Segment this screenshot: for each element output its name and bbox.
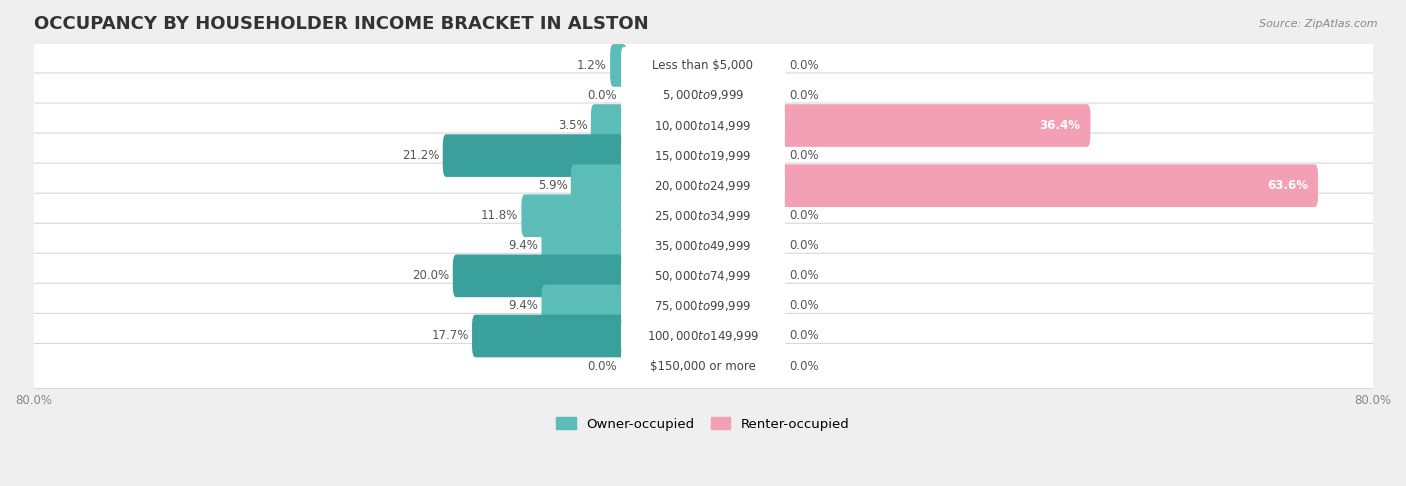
Text: 0.0%: 0.0%	[588, 89, 617, 102]
Text: $50,000 to $74,999: $50,000 to $74,999	[654, 269, 752, 283]
FancyBboxPatch shape	[22, 73, 1384, 118]
FancyBboxPatch shape	[621, 347, 785, 384]
FancyBboxPatch shape	[621, 107, 785, 144]
FancyBboxPatch shape	[22, 253, 1384, 298]
FancyBboxPatch shape	[610, 44, 627, 87]
FancyBboxPatch shape	[22, 163, 1384, 208]
Text: Less than $5,000: Less than $5,000	[652, 59, 754, 72]
FancyBboxPatch shape	[22, 133, 1384, 178]
FancyBboxPatch shape	[472, 314, 627, 357]
FancyBboxPatch shape	[621, 167, 785, 204]
Text: 0.0%: 0.0%	[789, 89, 818, 102]
Text: Source: ZipAtlas.com: Source: ZipAtlas.com	[1260, 19, 1378, 30]
FancyBboxPatch shape	[22, 313, 1384, 359]
FancyBboxPatch shape	[621, 227, 785, 264]
Text: OCCUPANCY BY HOUSEHOLDER INCOME BRACKET IN ALSTON: OCCUPANCY BY HOUSEHOLDER INCOME BRACKET …	[34, 15, 648, 33]
FancyBboxPatch shape	[621, 318, 785, 354]
Text: 0.0%: 0.0%	[789, 330, 818, 343]
Text: 5.9%: 5.9%	[537, 179, 568, 192]
FancyBboxPatch shape	[621, 77, 785, 114]
Legend: Owner-occupied, Renter-occupied: Owner-occupied, Renter-occupied	[550, 411, 856, 437]
FancyBboxPatch shape	[22, 103, 1384, 148]
FancyBboxPatch shape	[621, 197, 785, 234]
FancyBboxPatch shape	[621, 47, 785, 84]
Text: $75,000 to $99,999: $75,000 to $99,999	[654, 299, 752, 313]
Text: $150,000 or more: $150,000 or more	[650, 360, 756, 372]
Text: 0.0%: 0.0%	[588, 360, 617, 372]
Text: 9.4%: 9.4%	[508, 299, 538, 312]
FancyBboxPatch shape	[453, 255, 627, 297]
FancyBboxPatch shape	[779, 104, 1091, 147]
Text: $100,000 to $149,999: $100,000 to $149,999	[647, 329, 759, 343]
Text: 21.2%: 21.2%	[402, 149, 440, 162]
Text: 17.7%: 17.7%	[432, 330, 468, 343]
FancyBboxPatch shape	[22, 223, 1384, 268]
Text: 63.6%: 63.6%	[1267, 179, 1308, 192]
Text: $20,000 to $24,999: $20,000 to $24,999	[654, 179, 752, 192]
Text: 0.0%: 0.0%	[789, 149, 818, 162]
Text: 0.0%: 0.0%	[789, 360, 818, 372]
FancyBboxPatch shape	[621, 288, 785, 324]
Text: $25,000 to $34,999: $25,000 to $34,999	[654, 208, 752, 223]
FancyBboxPatch shape	[541, 225, 627, 267]
Text: $35,000 to $49,999: $35,000 to $49,999	[654, 239, 752, 253]
FancyBboxPatch shape	[522, 194, 627, 237]
FancyBboxPatch shape	[591, 104, 627, 147]
FancyBboxPatch shape	[779, 164, 1317, 207]
FancyBboxPatch shape	[443, 134, 627, 177]
Text: 20.0%: 20.0%	[412, 269, 450, 282]
Text: 3.5%: 3.5%	[558, 119, 588, 132]
FancyBboxPatch shape	[621, 137, 785, 174]
Text: $5,000 to $9,999: $5,000 to $9,999	[662, 88, 744, 103]
Text: 36.4%: 36.4%	[1039, 119, 1080, 132]
FancyBboxPatch shape	[22, 283, 1384, 329]
FancyBboxPatch shape	[22, 193, 1384, 238]
FancyBboxPatch shape	[22, 344, 1384, 389]
Text: 11.8%: 11.8%	[481, 209, 517, 222]
Text: 0.0%: 0.0%	[789, 269, 818, 282]
Text: $15,000 to $19,999: $15,000 to $19,999	[654, 149, 752, 163]
FancyBboxPatch shape	[22, 43, 1384, 88]
Text: 1.2%: 1.2%	[576, 59, 607, 72]
Text: 0.0%: 0.0%	[789, 299, 818, 312]
Text: 0.0%: 0.0%	[789, 239, 818, 252]
Text: $10,000 to $14,999: $10,000 to $14,999	[654, 119, 752, 133]
FancyBboxPatch shape	[541, 285, 627, 327]
Text: 0.0%: 0.0%	[789, 59, 818, 72]
Text: 0.0%: 0.0%	[789, 209, 818, 222]
Text: 9.4%: 9.4%	[508, 239, 538, 252]
FancyBboxPatch shape	[621, 258, 785, 294]
FancyBboxPatch shape	[571, 164, 627, 207]
